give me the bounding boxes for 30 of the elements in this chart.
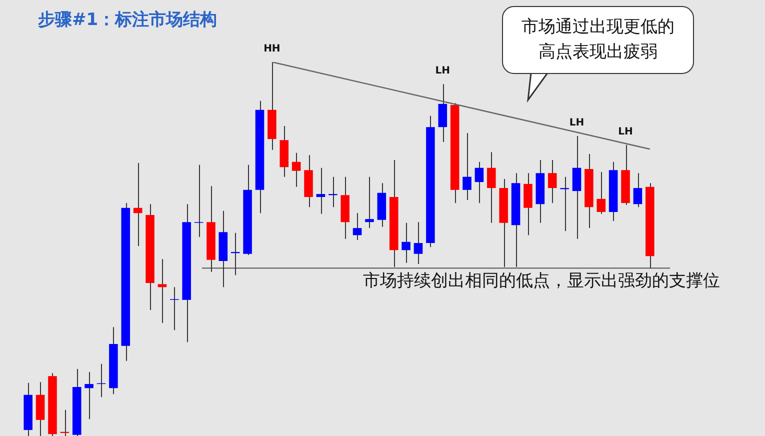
candlestick	[572, 136, 582, 240]
candlestick	[194, 164, 204, 238]
candlestick	[633, 172, 642, 208]
chart-title: 步骤#1：标注市场结构	[38, 9, 218, 31]
candlestick	[292, 152, 301, 188]
annotation: LH	[618, 126, 633, 138]
annotation: LH	[435, 66, 450, 77]
candlestick	[560, 176, 569, 232]
candlestick	[524, 172, 532, 236]
candlestick	[352, 212, 362, 241]
candlestick	[316, 167, 326, 214]
candlestick	[328, 176, 338, 208]
candlestick	[596, 171, 606, 214]
candlestick	[402, 222, 410, 264]
candlestick	[365, 176, 374, 229]
candlestick	[158, 258, 167, 324]
candlestick	[487, 152, 496, 224]
candlestick	[84, 372, 94, 420]
candlestick	[133, 162, 142, 247]
candlestick	[438, 84, 448, 143]
candlestick	[548, 159, 557, 204]
candlestick	[170, 286, 179, 331]
annotation: 市场通过出现更低的高点表现出疲弱	[502, 6, 694, 74]
candlestick	[462, 132, 472, 201]
annotation: LH	[569, 118, 584, 129]
candlestick	[414, 222, 423, 264]
candlestick	[230, 232, 240, 276]
annotation: HH	[264, 44, 280, 55]
candlestick	[474, 161, 484, 204]
ref-line-label: 市场持续创出相同的低点，显示出强劲的支撑位	[363, 270, 720, 291]
